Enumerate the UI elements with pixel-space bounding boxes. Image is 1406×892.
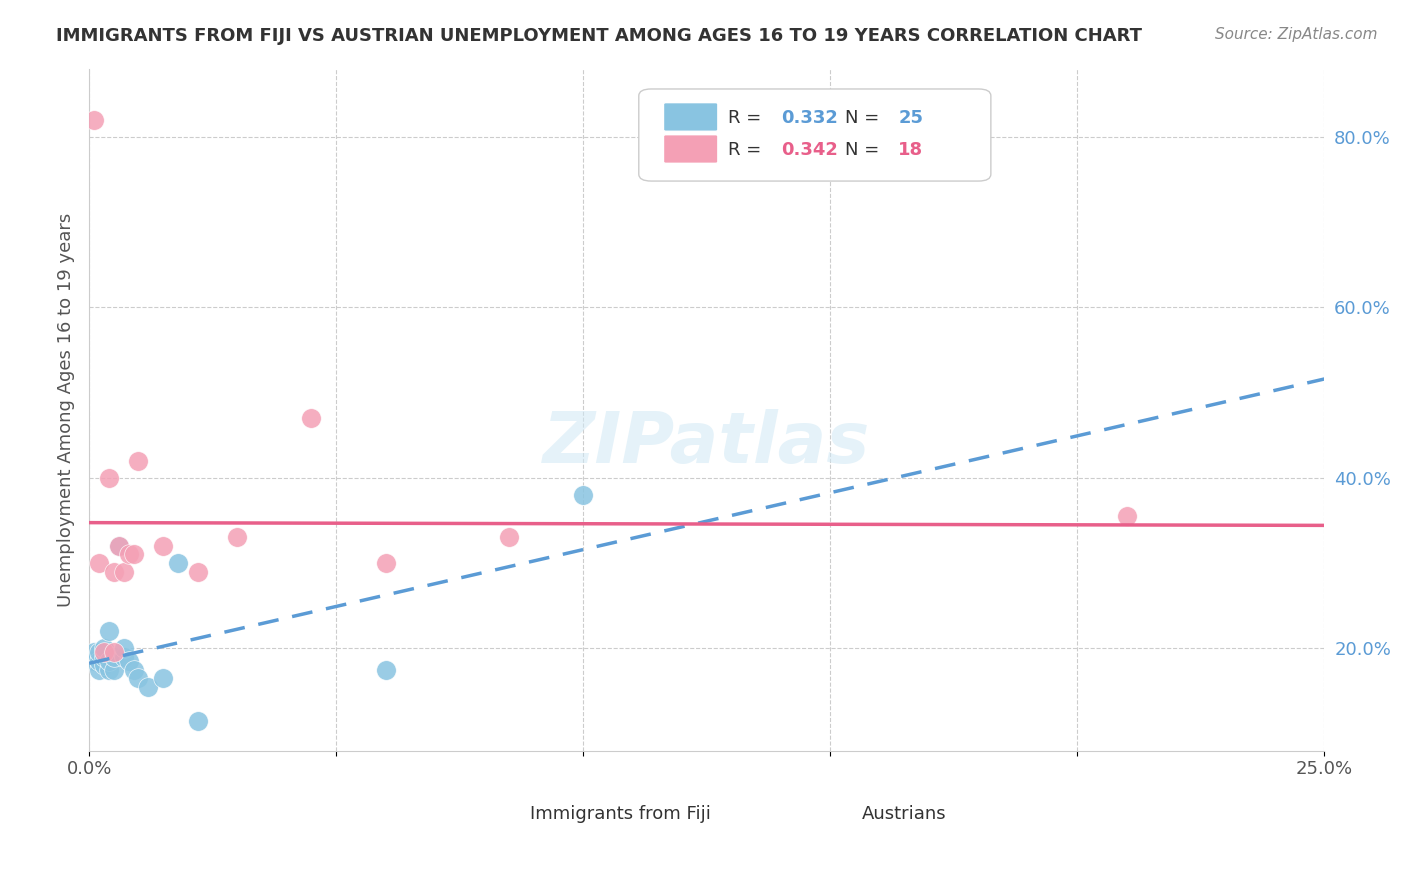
- Text: R =: R =: [728, 141, 766, 160]
- Point: [374, 663, 396, 677]
- Point: [112, 641, 135, 656]
- Text: N =: N =: [845, 110, 886, 128]
- Point: [83, 645, 105, 659]
- Point: [97, 624, 120, 639]
- Point: [117, 548, 139, 562]
- Point: [187, 714, 209, 728]
- Point: [97, 654, 120, 668]
- Point: [138, 680, 160, 694]
- Point: [93, 641, 115, 656]
- Text: Immigrants from Fiji: Immigrants from Fiji: [530, 805, 710, 823]
- Point: [299, 411, 322, 425]
- Point: [112, 649, 135, 664]
- Y-axis label: Unemployment Among Ages 16 to 19 years: Unemployment Among Ages 16 to 19 years: [58, 212, 75, 607]
- Point: [93, 649, 115, 664]
- FancyBboxPatch shape: [464, 794, 508, 817]
- Point: [87, 556, 110, 570]
- Point: [167, 556, 190, 570]
- Point: [97, 663, 120, 677]
- FancyBboxPatch shape: [664, 135, 718, 163]
- Point: [103, 663, 125, 677]
- Point: [103, 649, 125, 664]
- Text: R =: R =: [728, 110, 766, 128]
- Point: [122, 663, 145, 677]
- Text: 25: 25: [898, 110, 924, 128]
- Point: [122, 548, 145, 562]
- Text: 0.342: 0.342: [780, 141, 838, 160]
- Text: ZIPatlas: ZIPatlas: [543, 409, 870, 478]
- Point: [87, 645, 110, 659]
- Point: [83, 112, 105, 127]
- Point: [107, 539, 129, 553]
- Point: [498, 530, 520, 544]
- Point: [107, 539, 129, 553]
- Point: [127, 671, 149, 685]
- Point: [97, 471, 120, 485]
- Text: 18: 18: [898, 141, 924, 160]
- Point: [152, 671, 174, 685]
- Point: [93, 658, 115, 673]
- Point: [103, 565, 125, 579]
- Point: [87, 663, 110, 677]
- Point: [93, 645, 115, 659]
- Text: 0.332: 0.332: [780, 110, 838, 128]
- Point: [187, 565, 209, 579]
- Text: Source: ZipAtlas.com: Source: ZipAtlas.com: [1215, 27, 1378, 42]
- Text: IMMIGRANTS FROM FIJI VS AUSTRIAN UNEMPLOYMENT AMONG AGES 16 TO 19 YEARS CORRELAT: IMMIGRANTS FROM FIJI VS AUSTRIAN UNEMPLO…: [56, 27, 1142, 45]
- Point: [1115, 509, 1137, 524]
- Point: [112, 565, 135, 579]
- FancyBboxPatch shape: [638, 89, 991, 181]
- FancyBboxPatch shape: [664, 103, 718, 131]
- Point: [103, 645, 125, 659]
- Point: [83, 654, 105, 668]
- Point: [374, 556, 396, 570]
- Point: [117, 654, 139, 668]
- Point: [127, 453, 149, 467]
- Text: Austrians: Austrians: [862, 805, 946, 823]
- Point: [87, 654, 110, 668]
- Text: N =: N =: [845, 141, 886, 160]
- FancyBboxPatch shape: [759, 794, 804, 817]
- Point: [572, 488, 595, 502]
- Point: [152, 539, 174, 553]
- Point: [226, 530, 249, 544]
